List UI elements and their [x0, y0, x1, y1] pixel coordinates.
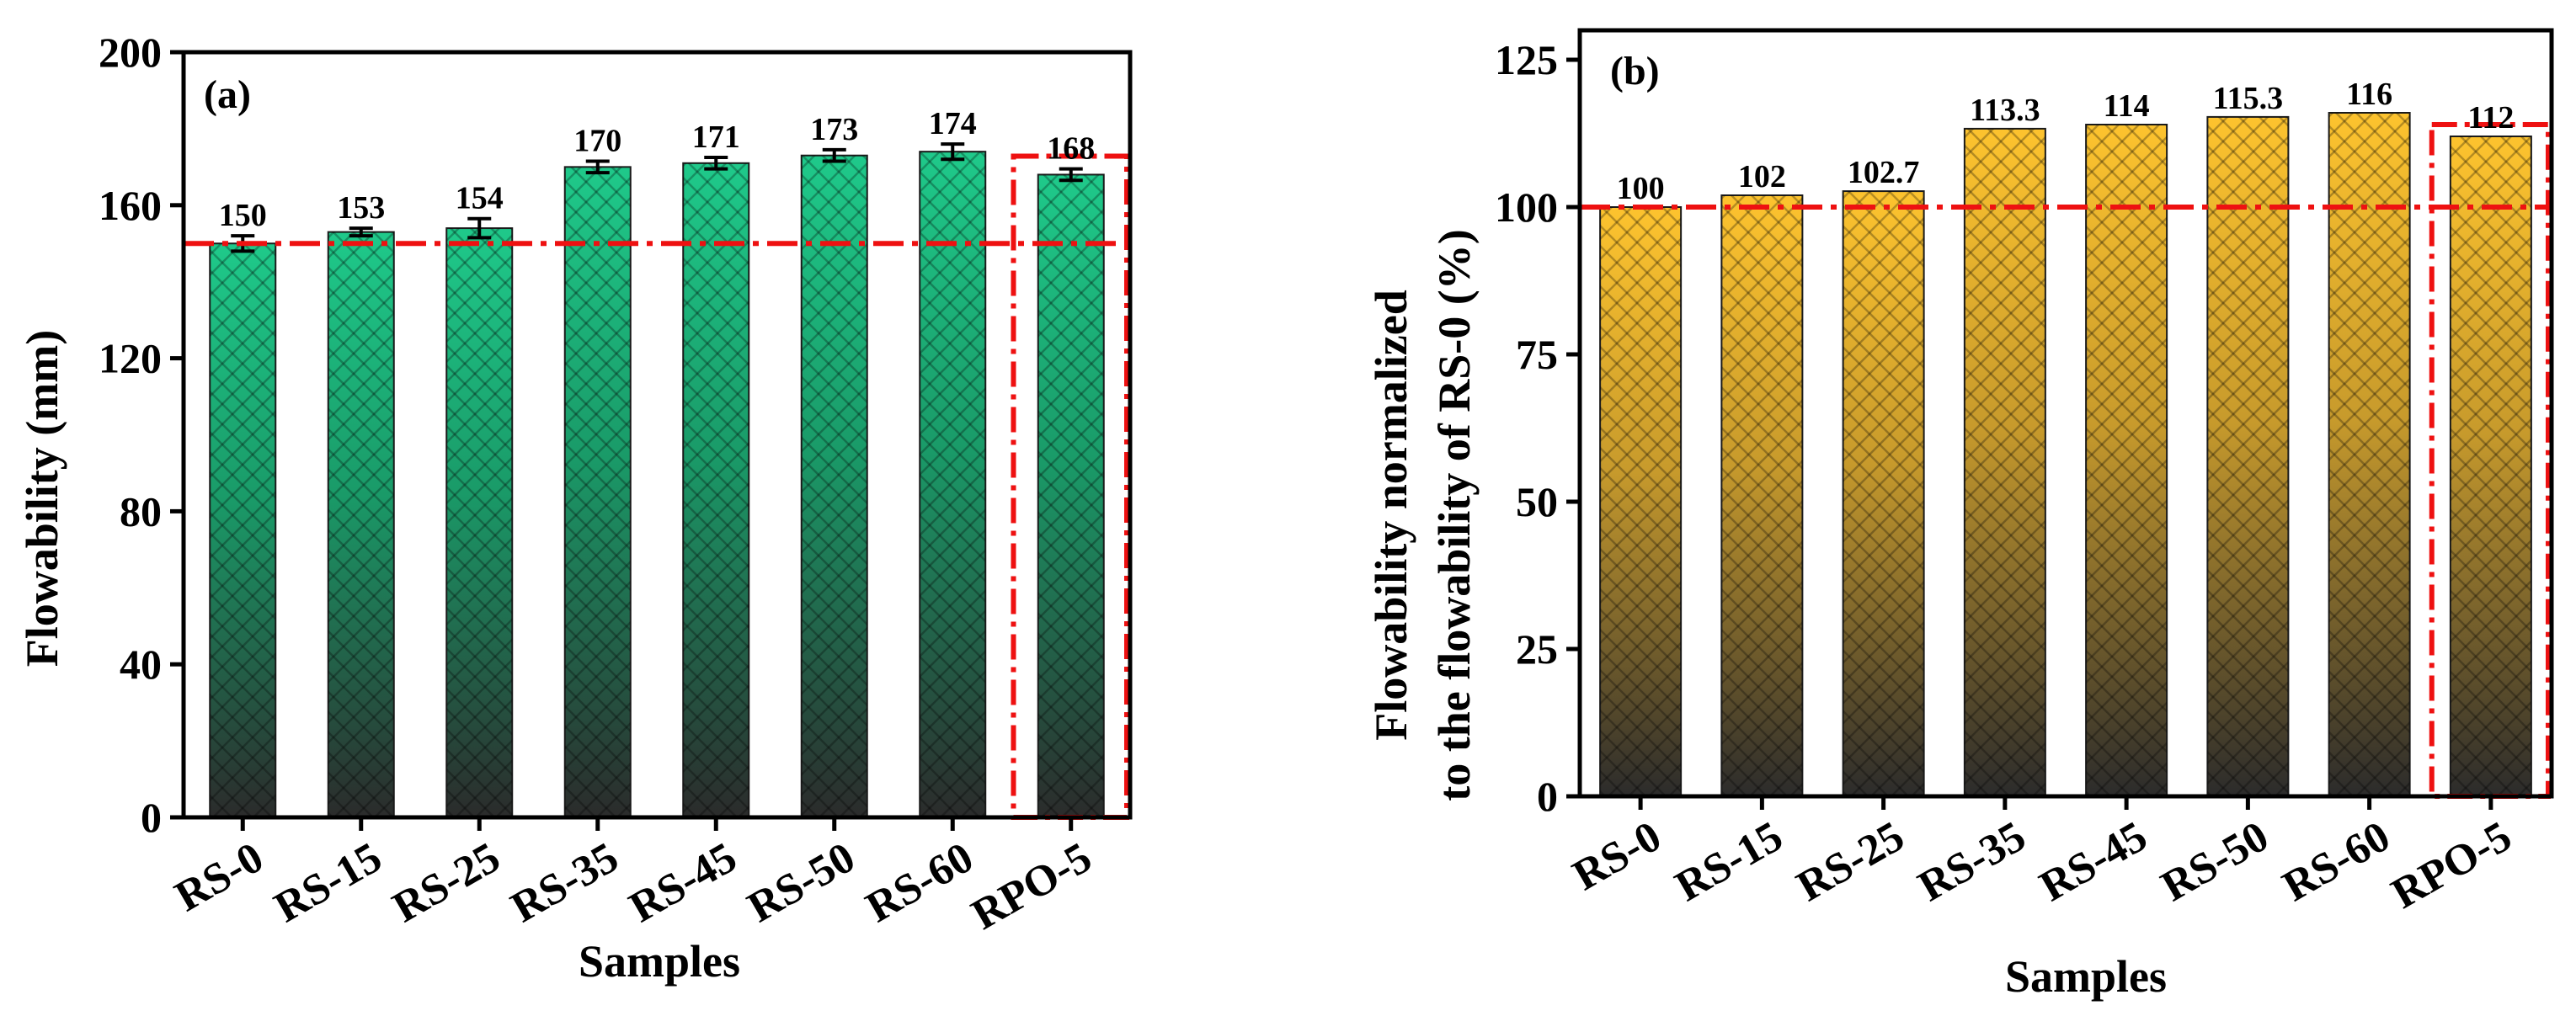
panel-a-x-axis-title: Samples — [579, 936, 740, 987]
panel-b-bar-hatch-rs-45 — [2086, 125, 2168, 796]
panel-a-value-label: 171 — [692, 120, 740, 155]
panel-b-highlight-box — [2429, 122, 2551, 799]
panel-b-label: (b) — [1610, 49, 1660, 93]
panel-b-y-axis-title-line-2: to the flowability of RS-0 (%) — [1429, 229, 1480, 801]
panel-b-x-tick-label: RS-50 — [2153, 812, 2276, 911]
panel-a-bar-hatch-rs-50 — [801, 155, 867, 818]
panel-b-bar-hatch-rs-60 — [2328, 113, 2410, 796]
panel-b-axes-frame — [1577, 28, 2554, 799]
panel-a-x-tick-label: RS-50 — [740, 833, 863, 932]
panel-a-value-label: 153 — [337, 190, 385, 226]
panel-b-y-axis-title-line-1: Flowability normalized — [1366, 290, 1416, 740]
panel-b-value-label: 114 — [2104, 88, 2150, 124]
plot-area-a: 150 153 154 170 171 173 174 168 0 40 80 120 160 200 RS… — [99, 29, 1133, 939]
panel-a-error-bar-rs-45 — [704, 155, 728, 171]
panel-a-y-tick-label: 80 — [120, 487, 162, 535]
panel-a-error-bar-rs-15 — [349, 226, 373, 238]
panel-a-y-tick-label: 200 — [99, 29, 162, 76]
panel-a-label: (a) — [204, 72, 251, 117]
panel-a-y-tick-label: 40 — [120, 641, 162, 688]
panel-b-bar-hatch-rs-50 — [2207, 116, 2289, 796]
chart-panel-b: 100 102 102.7 113.3 114 115.3 116 112 0 25 50 75 100… — [1366, 28, 2554, 1002]
panel-a-y-axis-title: Flowability (mm) — [17, 330, 67, 667]
panel-b-y-tick-label: 50 — [1516, 478, 1558, 525]
panel-a-x-tick-label: RS-60 — [858, 833, 981, 932]
panel-a-y-tick-label: 0 — [141, 794, 162, 841]
panel-b-x-tick-label: RS-35 — [1911, 812, 2034, 911]
panel-b-value-label: 115.3 — [2213, 81, 2283, 116]
panel-b-value-label: 113.3 — [1970, 93, 2040, 128]
panel-a-bar-hatch-rs-45 — [683, 162, 749, 817]
panel-b-value-label: 100 — [1617, 171, 1665, 206]
panel-a-error-bar-rpo-5 — [1059, 167, 1083, 183]
panel-b-y-tick-label: 100 — [1495, 184, 1558, 231]
panel-a-value-label: 173 — [810, 112, 858, 147]
panel-a-error-bar-rs-60 — [941, 142, 965, 162]
panel-b-value-label: 116 — [2346, 77, 2392, 112]
panel-b-y-tick-label: 25 — [1516, 625, 1558, 673]
panel-b-bar-hatch-rs-35 — [1964, 128, 2045, 796]
panel-b-x-tick-label: RS-60 — [2275, 812, 2398, 911]
panel-b-x-tick-label: RS-0 — [1565, 812, 1670, 900]
panel-b-y-tick-label: 125 — [1495, 36, 1558, 83]
chart-panel-a: 150 153 154 170 171 173 174 168 0 40 80 120 160 200 RS… — [17, 29, 1133, 987]
panel-a-value-label: 154 — [456, 181, 504, 216]
panel-a-value-label: 170 — [573, 124, 621, 159]
panel-b-bar-hatch-rs-0 — [1600, 207, 1682, 796]
panel-a-bar-hatch-rpo-5 — [1037, 174, 1104, 817]
panel-a-error-bar-rs-50 — [822, 147, 846, 163]
panel-b-bar-hatch-rs-15 — [1721, 195, 1803, 796]
panel-a-x-tick-label: RS-45 — [621, 833, 744, 932]
panel-a-value-label: 150 — [219, 198, 267, 233]
panel-a-y-tick-label: 120 — [99, 335, 162, 382]
panel-a-bar-hatch-rs-35 — [564, 167, 631, 818]
panel-b-x-axis-title: Samples — [2005, 951, 2167, 1002]
plot-area-b: 100 102 102.7 113.3 114 115.3 116 112 0 25 50 75 100… — [1495, 28, 2554, 918]
panel-a-error-bar-rs-25 — [467, 216, 492, 240]
panel-a-bar-hatch-rs-15 — [328, 231, 394, 817]
panel-a-bar-hatch-rs-25 — [446, 228, 513, 817]
panel-b-bar-hatch-rpo-5 — [2450, 136, 2531, 796]
panel-a-value-label: 168 — [1047, 131, 1095, 167]
panel-a-value-label: 174 — [929, 106, 977, 141]
panel-a-x-tick-label: RS-0 — [168, 833, 272, 921]
panel-b-x-tick-label: RS-25 — [1789, 812, 1912, 911]
panel-a-bar-hatch-rs-60 — [920, 152, 986, 818]
panel-a-x-tick-label: RS-25 — [385, 833, 508, 932]
panel-b-x-tick-label: RS-45 — [2032, 812, 2155, 911]
panel-b-value-label: 112 — [2467, 100, 2514, 136]
panel-a-axes-frame — [181, 50, 1133, 820]
panel-b-value-label: 102 — [1738, 159, 1786, 194]
panel-a-x-tick-label: RS-15 — [267, 833, 390, 932]
panel-a-x-tick-label: RS-35 — [504, 833, 627, 932]
panel-b-x-tick-label: RPO-5 — [2384, 812, 2520, 918]
panel-b-x-tick-label: RS-15 — [1667, 812, 1790, 911]
panel-b-value-label: 102.7 — [1848, 155, 1920, 190]
panel-a-y-tick-label: 160 — [99, 182, 162, 229]
panel-b-y-tick-label: 0 — [1537, 773, 1558, 820]
panel-b-bar-hatch-rs-25 — [1843, 191, 1924, 797]
panel-a-x-tick-label: RPO-5 — [964, 833, 1100, 939]
panel-a-error-bar-rs-35 — [585, 159, 610, 175]
panel-b-y-tick-label: 75 — [1516, 331, 1558, 378]
panel-a-bar-hatch-rs-0 — [210, 243, 276, 817]
